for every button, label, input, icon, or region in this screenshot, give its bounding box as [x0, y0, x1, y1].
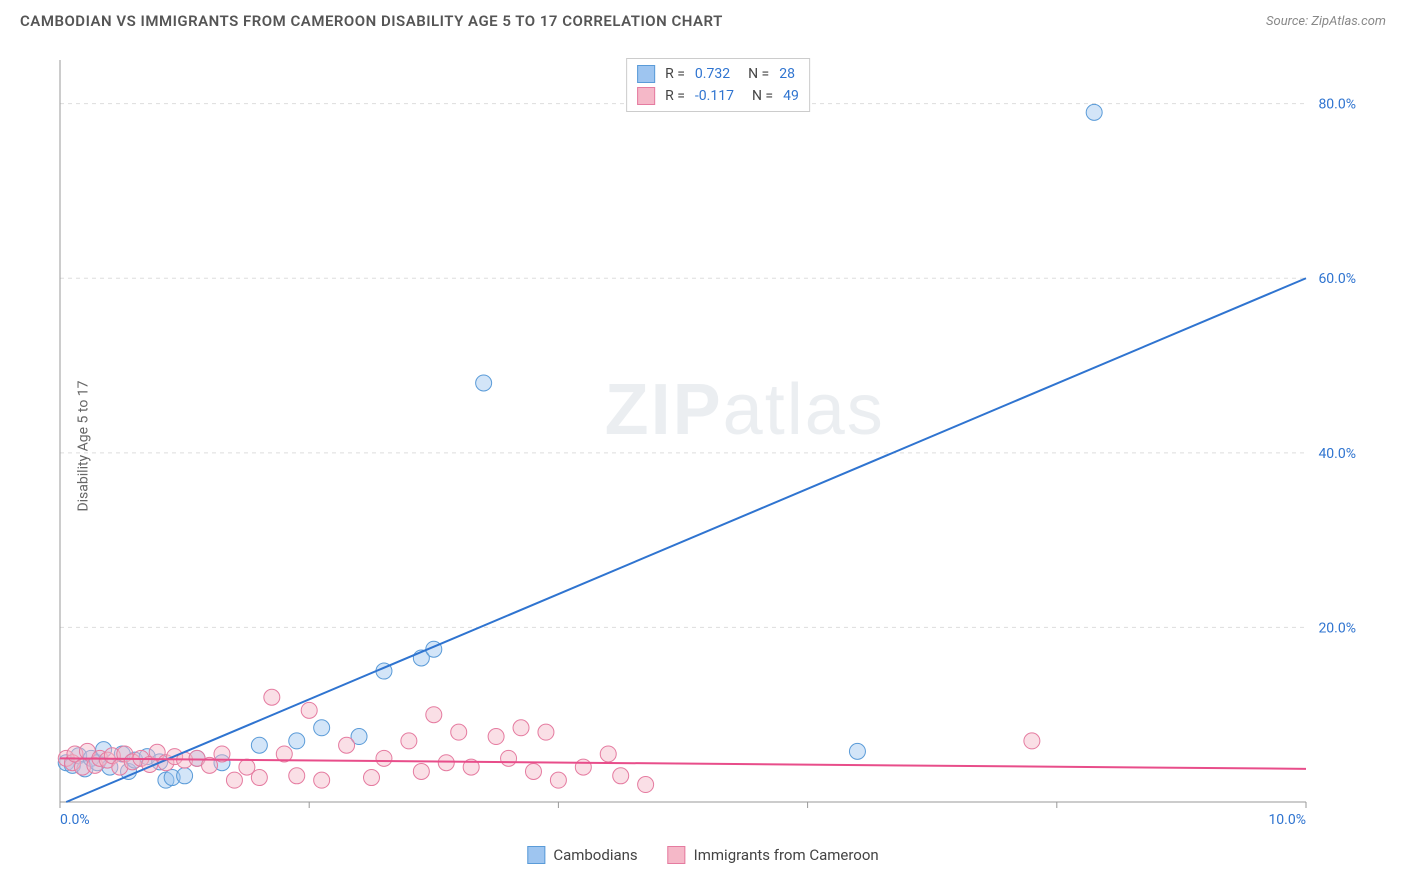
- legend-swatch-icon: [527, 846, 545, 864]
- legend-swatch-icon: [637, 65, 655, 83]
- stat-n-label: N =: [748, 66, 769, 82]
- stat-r-label: R =: [665, 88, 685, 104]
- svg-text:10.0%: 10.0%: [1268, 812, 1306, 828]
- chart-header: CAMBODIAN VS IMMIGRANTS FROM CAMEROON DI…: [0, 0, 1406, 38]
- svg-text:0.0%: 0.0%: [60, 812, 90, 828]
- scatter-plot: 20.0% 40.0% 60.0% 80.0% 0.0% 10.0%: [50, 50, 1386, 832]
- svg-text:80.0%: 80.0%: [1318, 97, 1356, 113]
- stat-n-value: 49: [783, 88, 799, 104]
- legend-swatch-icon: [637, 87, 655, 105]
- series-legend: Cambodians Immigrants from Cameroon: [527, 846, 878, 864]
- stat-r-value: -0.117: [695, 88, 734, 104]
- series-legend-item: Immigrants from Cameroon: [668, 846, 879, 864]
- chart-title: CAMBODIAN VS IMMIGRANTS FROM CAMEROON DI…: [20, 12, 723, 30]
- chart-area: 20.0%40.0%60.0%80.0%0.0%10.0% ZIPatlas R…: [50, 50, 1386, 832]
- stats-legend-row: R = -0.117 N = 49: [637, 85, 799, 107]
- stat-n-value: 28: [779, 66, 795, 82]
- svg-text:40.0%: 40.0%: [1318, 446, 1356, 462]
- stat-n-label: N =: [752, 88, 773, 104]
- series-label: Immigrants from Cameroon: [694, 846, 879, 864]
- stat-r-value: 0.732: [695, 66, 730, 82]
- svg-text:60.0%: 60.0%: [1318, 271, 1356, 287]
- stat-r-label: R =: [665, 66, 685, 82]
- series-label: Cambodians: [553, 846, 637, 864]
- svg-text:20.0%: 20.0%: [1318, 620, 1356, 636]
- stats-legend-row: R = 0.732 N = 28: [637, 63, 799, 85]
- stats-legend: R = 0.732 N = 28 R = -0.117 N = 49: [626, 58, 810, 112]
- legend-swatch-icon: [668, 846, 686, 864]
- source-attribution: Source: ZipAtlas.com: [1266, 14, 1386, 29]
- series-legend-item: Cambodians: [527, 846, 637, 864]
